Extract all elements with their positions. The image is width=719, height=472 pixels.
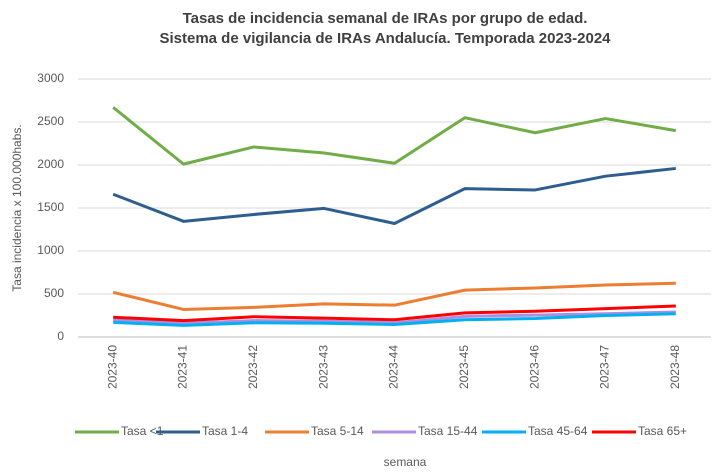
legend-label: Tasa 65+: [638, 424, 687, 438]
y-tick-label: 1500: [37, 200, 64, 214]
y-tick-label: 0: [57, 329, 64, 343]
y-tick-label: 1000: [37, 243, 64, 257]
x-tick-label: 2023-47: [598, 345, 612, 389]
series-line: [112, 281, 676, 311]
legend-label: Tasa <1: [121, 424, 164, 438]
y-axis-label: Tasa incidencia x 100.000habs.: [10, 124, 24, 291]
series-line: [113, 312, 676, 327]
x-tick-label: 2023-43: [316, 345, 330, 389]
y-tick-label: 2000: [37, 157, 64, 171]
legend-label: Tasa 1-4: [202, 424, 248, 438]
legend-label: Tasa 45-64: [528, 424, 588, 438]
legend-label: Tasa 15-44: [418, 424, 478, 438]
series-line: [113, 304, 676, 323]
x-tick-label: 2023-44: [387, 345, 401, 389]
series-line: [112, 106, 677, 166]
x-axis-label: semana: [384, 455, 427, 469]
y-tick-label: 2500: [37, 114, 64, 128]
x-tick-label: 2023-46: [527, 345, 541, 389]
x-tick-label: 2023-45: [457, 345, 471, 389]
chart-title: Sistema de vigilancia de IRAs Andalucía.…: [159, 30, 611, 47]
chart-title: Tasas de incidencia semanal de IRAs por …: [183, 10, 588, 27]
series-line: [112, 166, 676, 225]
x-tick-label: 2023-41: [176, 345, 190, 389]
x-tick-label: 2023-48: [668, 345, 682, 389]
legend-label: Tasa 5-14: [311, 424, 364, 438]
x-tick-label: 2023-40: [105, 345, 119, 389]
y-tick-label: 500: [44, 286, 64, 300]
y-tick-label: 3000: [37, 71, 64, 85]
series-line: [113, 310, 676, 325]
x-tick-label: 2023-42: [246, 345, 260, 389]
